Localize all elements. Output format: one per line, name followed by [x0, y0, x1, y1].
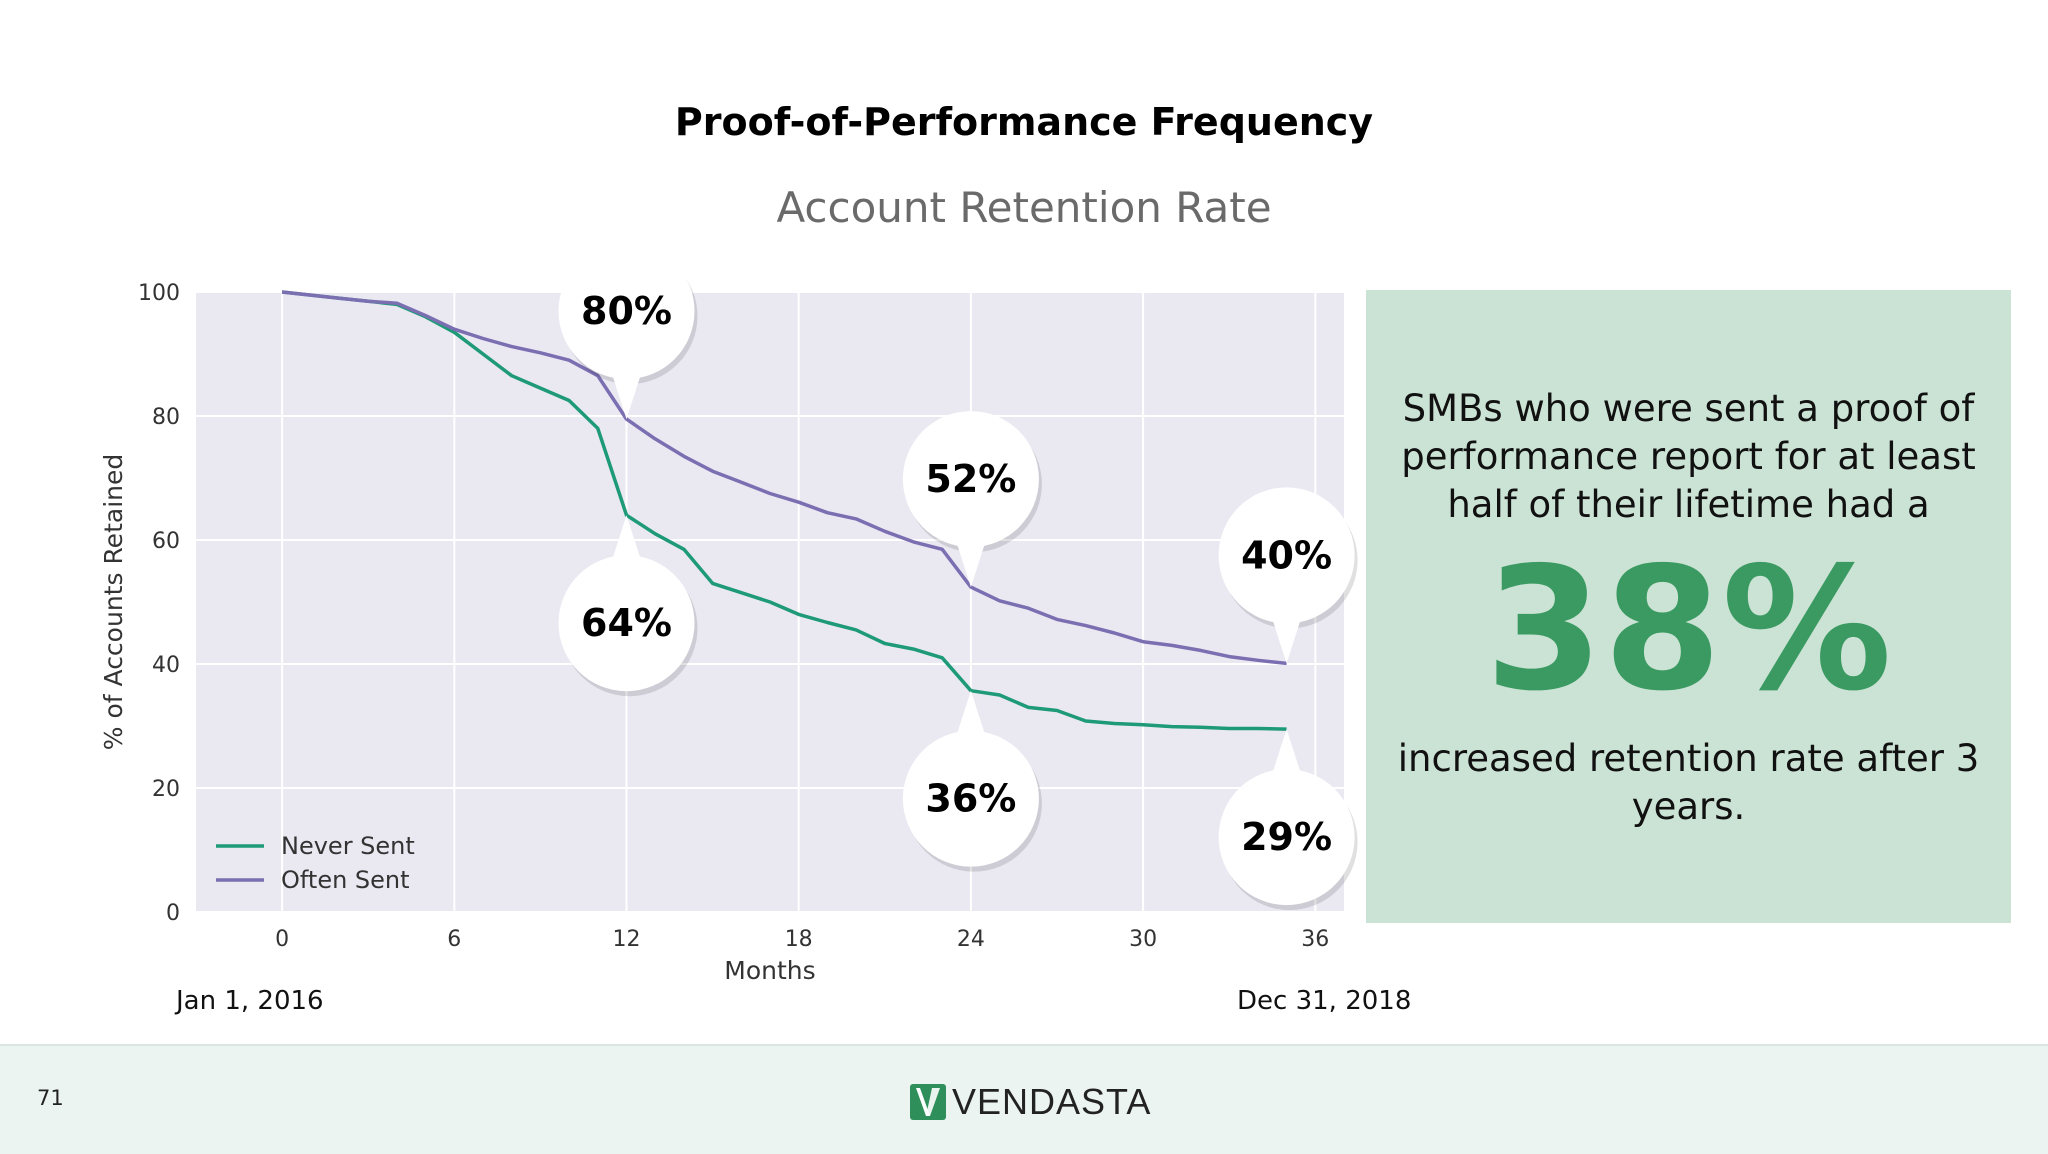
- footer: 71 VENDASTA: [0, 1044, 2048, 1154]
- insight-text-bottom: increased retention rate after 3 years.: [1397, 737, 1980, 828]
- vendasta-logo-icon: [910, 1084, 946, 1120]
- chart-title: Proof-of-Performance Frequency: [674, 100, 1374, 144]
- insight-text-top: SMBs who were sent a proof of performanc…: [1401, 387, 1976, 526]
- y-tick-label: 20: [152, 777, 180, 802]
- legend-label: Often Sent: [281, 866, 410, 894]
- x-tick-label: 0: [275, 927, 289, 952]
- callout-bubble: [558, 555, 695, 692]
- y-tick-label: 60: [152, 529, 180, 554]
- vendasta-logo-text: VENDASTA: [952, 1081, 1152, 1122]
- x-tick-label: 6: [447, 927, 461, 952]
- end-date-label: Dec 31, 2018: [1237, 986, 1412, 1016]
- x-tick-label: 18: [785, 927, 813, 952]
- x-tick-label: 30: [1129, 927, 1157, 952]
- callout-bubble: [902, 411, 1039, 548]
- vendasta-logo: VENDASTA: [910, 1080, 1151, 1124]
- callout-bubble: [1218, 487, 1355, 624]
- y-tick-label: 40: [152, 653, 180, 678]
- start-date-label: Jan 1, 2016: [176, 986, 324, 1016]
- x-axis-label: Months: [724, 956, 815, 985]
- y-tick-label: 80: [152, 405, 180, 430]
- insight-panel: SMBs who were sent a proof of performanc…: [1366, 290, 2011, 923]
- callout-label: 36%: [925, 777, 1016, 821]
- x-tick-label: 24: [957, 927, 985, 952]
- y-tick-label: 0: [166, 901, 180, 926]
- insight-big-number: 38%: [1485, 531, 1892, 729]
- x-tick-label: 12: [613, 927, 641, 952]
- series-line-never-sent: [281, 290, 1287, 731]
- y-tick-label: 100: [138, 281, 180, 306]
- callout-label: 52%: [925, 457, 1016, 501]
- x-tick-label: 36: [1301, 927, 1329, 952]
- series-line-often-sent: [281, 290, 1287, 666]
- y-axis-label: % of Accounts Retained: [99, 454, 128, 750]
- page-number: 71: [37, 1086, 64, 1110]
- callout-label: 64%: [581, 601, 672, 645]
- callout-bubble: [1218, 769, 1355, 906]
- retention-chart: 0 6 12 18 24 30 36 0 20 40 60 80 100 Months % of Accou…: [99, 243, 1358, 985]
- legend-label: Never Sent: [281, 832, 415, 860]
- callout-label: 29%: [1241, 815, 1332, 859]
- chart-subtitle: Account Retention Rate: [776, 183, 1272, 232]
- callout-label: 40%: [1241, 533, 1332, 577]
- callout-bubble: [558, 243, 695, 380]
- callout-label: 80%: [581, 289, 672, 333]
- callout-bubble: [902, 730, 1039, 867]
